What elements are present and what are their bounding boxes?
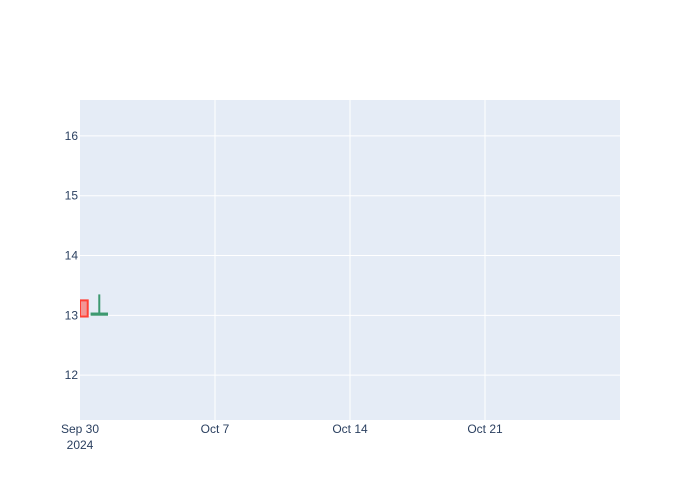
y-axis-ticks: 12 13 14 15 16 [65,129,79,382]
candles [80,294,108,318]
candle [80,299,89,318]
y-tick-label: 12 [65,368,79,382]
candle-body [80,299,89,318]
y-tick-label: 16 [65,129,79,143]
x-tick-sublabel: 2024 [67,438,94,452]
x-tick-label: Oct 21 [467,422,503,436]
y-tick-label: 14 [65,249,79,263]
y-tick-label: 13 [65,308,79,322]
x-tick-label: Sep 30 [61,422,99,436]
x-axis-ticks: Sep 30 2024 Oct 7 Oct 14 Oct 21 [61,422,503,452]
gridlines [80,100,620,420]
x-tick-label: Oct 14 [332,422,368,436]
candle-body [90,312,108,316]
x-tick-label: Oct 7 [201,422,230,436]
candle [90,294,108,316]
y-tick-label: 15 [65,189,79,203]
